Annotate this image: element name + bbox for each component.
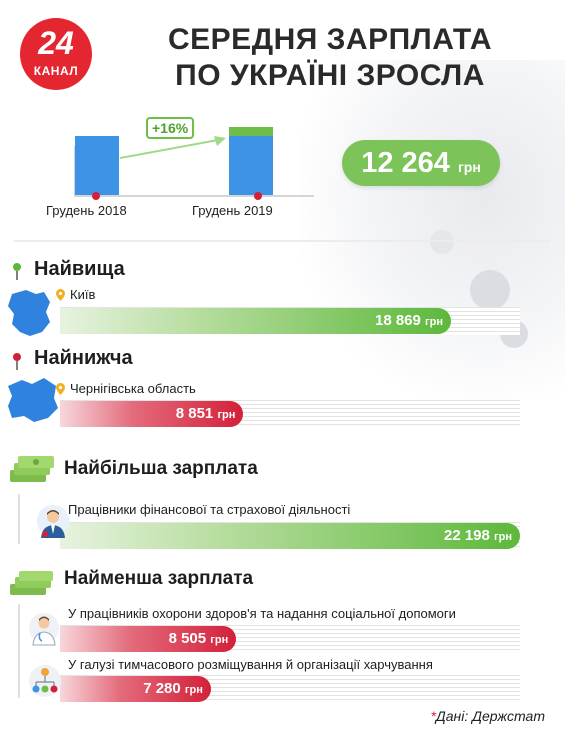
bar-finance: 22 198 грн bbox=[60, 523, 520, 549]
x-tick-label-2018: Грудень 2018 bbox=[46, 203, 127, 218]
region-label-chernihiv: Чернігівська область bbox=[70, 381, 196, 396]
bar-december-2019-base bbox=[229, 136, 273, 195]
bar-value-chernihiv: 8 851 bbox=[175, 405, 214, 422]
connector-line bbox=[18, 604, 20, 698]
bar-value-kyiv: 18 869 bbox=[374, 312, 421, 329]
source-asterisk: * bbox=[430, 708, 436, 724]
title-line-2: ПО УКРАЇНІ ЗРОСЛА bbox=[175, 59, 485, 92]
page-title: СЕРЕДНЯ ЗАРПЛАТА ПО УКРАЇНІ ЗРОСЛА bbox=[110, 22, 550, 94]
section-divider bbox=[14, 240, 550, 242]
connector-line bbox=[18, 494, 20, 544]
bar-hospitality: 7 280 грн bbox=[60, 676, 211, 702]
average-salary-callout: 12 264 грн bbox=[342, 140, 500, 186]
title-line-1: СЕРЕДНЯ ЗАРПЛАТА bbox=[168, 23, 492, 56]
industry-label-healthcare: У працівників охорони здоров'я та наданн… bbox=[68, 606, 456, 621]
section-heading-highest: Найвища bbox=[34, 258, 125, 280]
green-map-pin-icon bbox=[13, 263, 21, 280]
industry-label-hospitality: У галузі тимчасового розміщування й орга… bbox=[68, 657, 433, 672]
axis-marker bbox=[92, 192, 100, 200]
background-coin bbox=[470, 270, 510, 310]
chernihiv-map-icon bbox=[8, 378, 58, 422]
bar-unit: грн bbox=[217, 409, 236, 421]
bar-value-healthcare: 8 505 bbox=[168, 630, 207, 647]
industry-label-finance: Працівники фінансової та страхової діяль… bbox=[68, 502, 351, 517]
bar-unit: грн bbox=[425, 316, 443, 328]
logo-number: 24 bbox=[38, 25, 74, 61]
location-pin-icon bbox=[56, 289, 65, 301]
red-map-pin-icon bbox=[13, 353, 21, 370]
doctor-icon bbox=[29, 613, 59, 646]
average-salary-unit: грн bbox=[457, 159, 481, 175]
channel-logo: 24 КАНАЛ bbox=[20, 18, 92, 90]
bar-unit: грн bbox=[210, 634, 229, 646]
logo-word: КАНАЛ bbox=[33, 64, 79, 78]
average-salary-value: 12 264 bbox=[361, 147, 450, 179]
bar-value-hospitality: 7 280 bbox=[143, 680, 181, 697]
bar-kyiv: 18 869 грн bbox=[60, 308, 451, 334]
location-pin-icon bbox=[56, 383, 65, 395]
region-label-kyiv: Київ bbox=[70, 287, 96, 302]
x-tick-label-2019: Грудень 2019 bbox=[192, 203, 273, 218]
background-coin bbox=[430, 230, 454, 254]
growth-arrow bbox=[119, 136, 226, 159]
section-heading-highest-salary: Найбільша зарплата bbox=[64, 458, 258, 479]
source-text: Дані: Держстат bbox=[435, 708, 545, 724]
people-network-icon bbox=[29, 665, 61, 697]
chart-baseline bbox=[74, 195, 314, 197]
bar-healthcare: 8 505 грн bbox=[60, 626, 237, 652]
axis-marker bbox=[254, 192, 262, 200]
bar-december-2019-growth bbox=[229, 127, 273, 137]
data-source: *Дані: Держстат bbox=[430, 708, 545, 724]
bar-chernihiv: 8 851 грн bbox=[60, 401, 244, 427]
bar-unit: грн bbox=[494, 531, 512, 543]
kyiv-map-icon bbox=[8, 290, 50, 336]
bar-unit: грн bbox=[184, 684, 203, 696]
background-decoration bbox=[300, 60, 565, 400]
bar-december-2018 bbox=[75, 136, 119, 195]
growth-percent-label: +16% bbox=[146, 117, 195, 139]
money-stack-icon bbox=[10, 456, 54, 482]
money-stack-icon bbox=[10, 571, 53, 595]
section-heading-lowest: Найнижча bbox=[34, 347, 133, 369]
bar-value-finance: 22 198 bbox=[443, 527, 490, 544]
businessman-icon bbox=[37, 505, 69, 538]
section-heading-lowest-salary: Найменша зарплата bbox=[64, 568, 254, 589]
